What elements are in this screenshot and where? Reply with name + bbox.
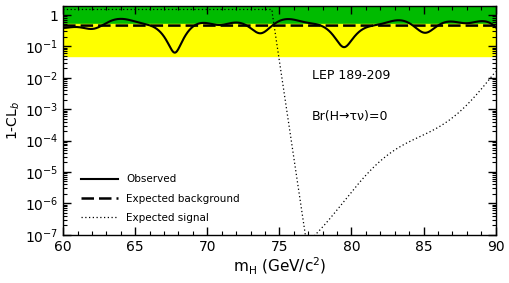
- Bar: [63, 24, 495, 56]
- Legend: Observed, Expected background, Expected signal: Observed, Expected background, Expected …: [77, 170, 243, 227]
- Text: Br(H→τν)=0: Br(H→τν)=0: [311, 110, 387, 123]
- X-axis label: m$_{\rm H}$ (GeV/c$^{2}$): m$_{\rm H}$ (GeV/c$^{2}$): [232, 256, 325, 277]
- Y-axis label: 1-CL$_{b}$: 1-CL$_{b}$: [6, 100, 22, 140]
- Text: LEP 189-209: LEP 189-209: [311, 69, 389, 82]
- Bar: [63, 6, 495, 24]
